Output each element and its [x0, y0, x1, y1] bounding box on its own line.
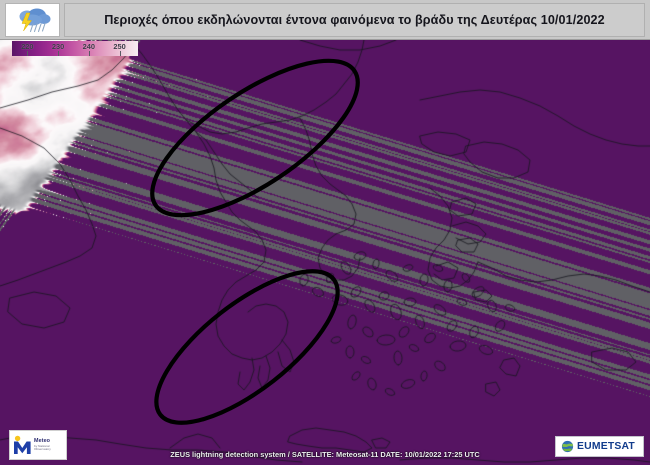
eumetsat-logo[interactable]: EUMETSAT	[555, 436, 644, 457]
header-bar: Περιοχές όπου εκδηλώνονται έντονα φαινόμ…	[0, 0, 650, 40]
temperature-colorbar: 220 230 240 250	[12, 41, 138, 56]
page-title: Περιοχές όπου εκδηλώνονται έντονα φαινόμ…	[104, 13, 605, 27]
thunderstorm-rain-icon	[19, 8, 50, 33]
meteo-logo-mark	[13, 435, 32, 455]
status-strip: ZEUS lightning detection system / SATELL…	[0, 444, 650, 462]
meteo-logo-subtitle-2: Observatory	[34, 446, 51, 451]
satellite-image-panel[interactable]	[0, 40, 650, 465]
meteo-logo-text: Meteo by National Observatory	[34, 437, 51, 451]
title-plate: Περιοχές όπου εκδηλώνονται έντονα φαινόμ…	[64, 3, 645, 37]
satellite-raster[interactable]	[0, 40, 650, 465]
meteo-logo-subtitle: by National	[34, 443, 50, 448]
status-text: ZEUS lightning detection system / SATELL…	[170, 450, 480, 459]
colorbar-tick-250: 250	[113, 42, 126, 51]
colorbar-notch-230	[58, 51, 60, 56]
colorbar-tick-230: 230	[51, 42, 65, 51]
colorbar-notch-240	[88, 51, 90, 56]
meteo-logo[interactable]: Meteo by National Observatory	[9, 430, 67, 460]
eumetsat-logo-word: EUMETSAT	[577, 441, 635, 452]
globe-icon	[561, 440, 574, 453]
meteo-logo-name: Meteo	[34, 437, 51, 444]
colorbar-notch-250	[119, 51, 121, 56]
weather-icon-box	[5, 3, 60, 37]
colorbar-tick-240: 240	[82, 42, 95, 51]
colorbar-notch-220	[27, 51, 29, 56]
colorbar-tick-220: 220	[21, 42, 34, 51]
colorbar-gradient	[12, 41, 138, 56]
